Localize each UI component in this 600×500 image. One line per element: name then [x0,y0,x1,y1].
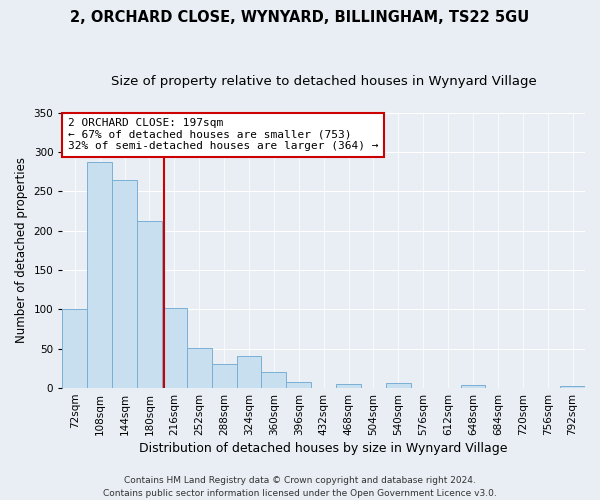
Bar [236,356,262,388]
Bar [212,364,236,388]
Bar [137,222,162,388]
Text: Contains HM Land Registry data © Crown copyright and database right 2024.
Contai: Contains HM Land Registry data © Crown c… [103,476,497,498]
Bar [62,310,87,388]
Text: 2, ORCHARD CLOSE, WYNYARD, BILLINGHAM, TS22 5GU: 2, ORCHARD CLOSE, WYNYARD, BILLINGHAM, T… [70,10,530,25]
Bar [461,385,485,388]
Bar [112,180,137,388]
Bar [162,308,187,388]
Bar [560,386,585,388]
X-axis label: Distribution of detached houses by size in Wynyard Village: Distribution of detached houses by size … [139,442,508,455]
Bar [87,162,112,388]
Text: 2 ORCHARD CLOSE: 197sqm
← 67% of detached houses are smaller (753)
32% of semi-d: 2 ORCHARD CLOSE: 197sqm ← 67% of detache… [68,118,378,152]
Bar [286,382,311,388]
Y-axis label: Number of detached properties: Number of detached properties [15,158,28,344]
Bar [187,348,212,388]
Bar [336,384,361,388]
Bar [262,372,286,388]
Title: Size of property relative to detached houses in Wynyard Village: Size of property relative to detached ho… [111,75,536,88]
Bar [386,382,411,388]
